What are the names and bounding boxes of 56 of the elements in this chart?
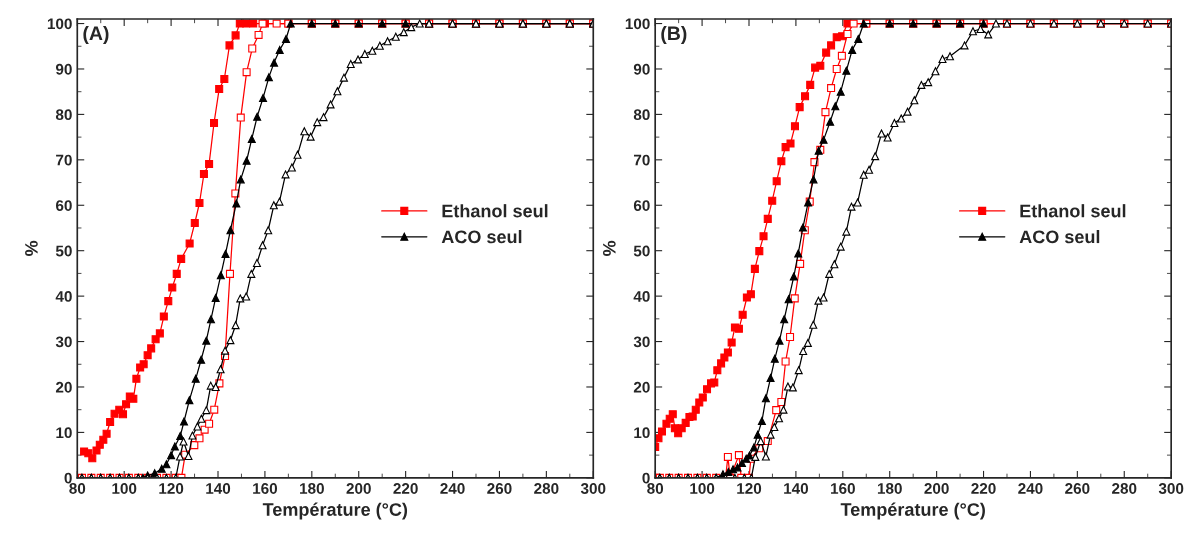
x-tick-label: 200 <box>924 483 949 494</box>
x-tick-label: 100 <box>690 483 715 494</box>
annotation: (B) <box>661 25 687 45</box>
legend-label: Ethanol seul <box>442 204 548 218</box>
x-tick-label: 300 <box>580 483 606 494</box>
x-axis-title: Température (°C) <box>262 502 408 520</box>
x-axis-title: Température (°C) <box>840 502 985 520</box>
y-tick-label: 60 <box>633 200 650 211</box>
x-tick-label: 180 <box>877 483 902 494</box>
y-axis-title: % <box>25 240 38 256</box>
y-tick-label: 10 <box>634 427 650 439</box>
y-tick-label: 30 <box>55 336 72 348</box>
y-tick-label: 20 <box>633 381 650 393</box>
y-tick-label: 100 <box>625 18 650 30</box>
y-tick-label: 50 <box>55 245 72 257</box>
x-tick-label: 260 <box>487 483 512 494</box>
y-tick-label: 50 <box>633 245 650 257</box>
y-tick-label: 40 <box>633 290 650 302</box>
x-tick-label: 220 <box>393 483 418 494</box>
x-tick-label: 140 <box>206 483 231 494</box>
y-tick-label: 90 <box>633 63 650 75</box>
y-tick-label: 90 <box>55 63 72 75</box>
x-tick-label: 180 <box>300 483 324 494</box>
x-tick-label: 160 <box>253 483 278 494</box>
y-tick-label: 70 <box>56 154 72 166</box>
y-tick-label: 80 <box>633 109 650 121</box>
x-tick-label: 300 <box>1158 483 1184 494</box>
x-tick-label: 120 <box>737 483 762 494</box>
legend-label: Ethanol seul <box>1020 204 1126 218</box>
y-tick-label: 40 <box>55 290 72 302</box>
y-tick-label: 80 <box>55 109 72 121</box>
x-tick-label: 200 <box>346 483 371 494</box>
y-axis-title: % <box>602 240 616 256</box>
legend-label: ACO seul <box>441 229 522 244</box>
y-tick-label: 0 <box>642 472 650 484</box>
y-tick-label: 100 <box>47 18 72 30</box>
y-tick-label: 10 <box>56 427 72 439</box>
y-tick-label: 30 <box>633 336 650 348</box>
y-tick-label: 0 <box>64 472 72 484</box>
x-tick-label: 120 <box>159 483 184 494</box>
x-tick-label: 260 <box>1065 483 1090 494</box>
annotation: (A) <box>83 25 109 45</box>
x-tick-label: 240 <box>440 483 465 494</box>
x-tick-label: 160 <box>831 483 855 494</box>
x-tick-label: 140 <box>784 483 809 494</box>
x-tick-label: 80 <box>647 483 664 494</box>
y-tick-label: 70 <box>633 154 650 166</box>
x-tick-label: 100 <box>112 483 137 494</box>
x-tick-label: 80 <box>69 483 86 494</box>
x-tick-label: 220 <box>971 483 996 494</box>
y-tick-label: 20 <box>55 381 72 393</box>
x-tick-label: 280 <box>1112 483 1137 494</box>
x-tick-label: 240 <box>1018 483 1043 494</box>
y-tick-label: 60 <box>55 200 72 211</box>
x-tick-label: 280 <box>534 483 559 494</box>
legend-label: ACO seul <box>1019 229 1100 244</box>
